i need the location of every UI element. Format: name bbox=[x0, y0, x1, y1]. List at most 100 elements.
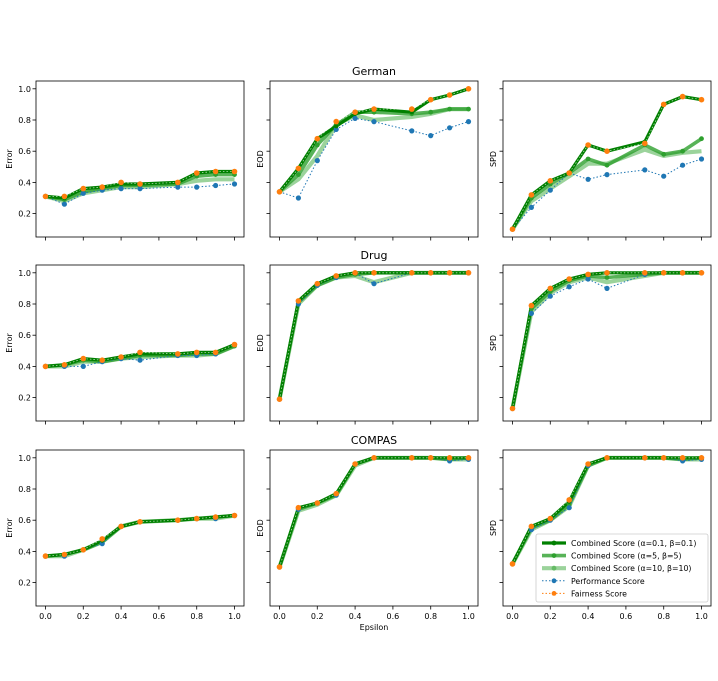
y-tick-label: 0.4 bbox=[18, 362, 31, 371]
data-point-fairness-drug-eod bbox=[371, 270, 377, 276]
data-point-fairness-compas-error bbox=[175, 517, 181, 523]
y-axis-label-compas-error: Error bbox=[5, 518, 14, 538]
data-point-performance-german-error bbox=[175, 184, 181, 190]
legend-marker-combined_1 bbox=[551, 540, 557, 546]
data-point-fairness-german-spd bbox=[585, 142, 591, 148]
data-point-performance-german-eod bbox=[314, 158, 320, 164]
data-point-combined_2-german-spd bbox=[661, 151, 667, 157]
data-point-performance-german-eod bbox=[428, 133, 434, 139]
data-point-fairness-compas-eod bbox=[314, 500, 321, 506]
data-point-performance-compas-error bbox=[99, 541, 105, 547]
legend-marker-combined_2 bbox=[551, 553, 557, 558]
data-point-performance-german-spd bbox=[642, 167, 648, 173]
data-point-performance-drug-error bbox=[137, 357, 143, 363]
y-tick-label: 1.0 bbox=[18, 85, 31, 94]
data-point-performance-german-eod bbox=[333, 126, 339, 132]
y-tick-label: 1.0 bbox=[18, 454, 31, 463]
data-point-fairness-compas-error bbox=[99, 536, 105, 542]
legend-marker-combined_3 bbox=[551, 565, 557, 571]
data-point-fairness-drug-spd bbox=[566, 276, 572, 282]
x-tick-label: 0.4 bbox=[115, 612, 128, 621]
legend-label-fairness: Fairness Score bbox=[571, 589, 627, 598]
data-point-fairness-compas-spd bbox=[698, 455, 705, 461]
axes-frame-german-eod bbox=[269, 80, 479, 238]
y-axis-label-german-spd: SPD bbox=[489, 151, 498, 167]
data-point-fairness-drug-spd bbox=[642, 270, 648, 276]
y-tick-label: 0.2 bbox=[18, 394, 31, 403]
y-tick-label: 0.2 bbox=[18, 210, 31, 219]
data-point-fairness-drug-spd bbox=[528, 302, 535, 309]
x-tick-label: 0.8 bbox=[190, 612, 203, 621]
x-tick-label: 0.2 bbox=[311, 612, 324, 621]
data-point-fairness-drug-spd bbox=[604, 270, 610, 276]
x-axis-label: Epsilon bbox=[360, 623, 389, 632]
data-point-fairness-german-error bbox=[231, 168, 238, 175]
series-line-fairness-german-eod bbox=[279, 88, 469, 193]
data-point-performance-drug-spd bbox=[604, 285, 610, 291]
data-point-fairness-german-error bbox=[175, 179, 181, 186]
data-point-fairness-german-eod bbox=[314, 135, 321, 142]
y-tick-label: 0.4 bbox=[18, 547, 31, 556]
data-point-fairness-drug-error bbox=[118, 354, 124, 360]
data-point-fairness-drug-eod bbox=[295, 298, 302, 304]
data-point-fairness-compas-error bbox=[193, 515, 200, 522]
data-point-fairness-german-eod bbox=[446, 92, 453, 98]
x-tick-label: 0.8 bbox=[657, 612, 670, 621]
data-point-fairness-compas-spd bbox=[547, 515, 554, 522]
series-line-performance-german-spd bbox=[512, 158, 702, 230]
data-point-performance-german-error bbox=[194, 184, 200, 190]
data-point-fairness-german-spd bbox=[660, 101, 667, 108]
series-line-fairness-drug-eod bbox=[279, 272, 469, 400]
data-point-performance-german-error bbox=[137, 186, 143, 192]
data-point-fairness-drug-spd bbox=[547, 285, 554, 292]
data-point-fairness-compas-eod bbox=[427, 455, 434, 461]
data-point-fairness-german-error bbox=[42, 193, 49, 200]
axes-frame-german-spd bbox=[502, 80, 712, 238]
data-point-fairness-compas-eod bbox=[333, 490, 340, 497]
data-point-fairness-compas-error bbox=[80, 547, 87, 553]
legend-label-combined_1: Combined Score (α=0.1, β=0.1) bbox=[571, 539, 696, 548]
data-point-fairness-german-spd bbox=[642, 140, 648, 147]
y-axis-label-german-error: Error bbox=[5, 149, 14, 169]
series-line-fairness-german-spd bbox=[512, 96, 702, 230]
y-axis-label-compas-spd: SPD bbox=[489, 520, 498, 536]
data-point-fairness-drug-error bbox=[193, 349, 200, 356]
data-point-fairness-compas-eod bbox=[276, 564, 283, 570]
x-tick-label: 1.0 bbox=[462, 612, 475, 621]
data-point-combined_2-german-eod bbox=[447, 106, 452, 112]
data-point-fairness-german-eod bbox=[276, 189, 283, 195]
data-point-fairness-drug-eod bbox=[333, 273, 340, 279]
data-point-performance-german-eod bbox=[409, 128, 415, 134]
data-point-fairness-compas-spd bbox=[566, 497, 572, 503]
data-point-fairness-drug-error bbox=[80, 355, 87, 362]
data-point-fairness-drug-spd bbox=[509, 405, 516, 412]
data-point-fairness-compas-eod bbox=[371, 455, 377, 461]
data-point-fairness-compas-spd bbox=[509, 561, 516, 567]
data-point-fairness-compas-error bbox=[212, 514, 219, 520]
series-line-fairness-german-error bbox=[45, 171, 235, 197]
y-tick-label: 1.0 bbox=[18, 269, 31, 278]
y-tick-label: 0.2 bbox=[18, 579, 31, 588]
data-point-fairness-compas-eod bbox=[295, 504, 302, 511]
data-point-performance-german-spd bbox=[661, 173, 667, 179]
y-axis-label-drug-error: Error bbox=[5, 333, 14, 353]
axes-frame-compas-eod bbox=[269, 449, 479, 607]
x-tick-label: 0.6 bbox=[387, 612, 400, 621]
dataset-title-german: German bbox=[352, 65, 396, 78]
y-tick-label: 0.4 bbox=[18, 178, 31, 187]
data-point-fairness-drug-eod bbox=[446, 270, 453, 276]
axes-frame-drug-spd bbox=[502, 264, 712, 422]
data-point-fairness-compas-spd bbox=[679, 455, 686, 461]
data-point-combined_2-german-spd bbox=[604, 162, 610, 168]
data-point-combined_2-german-eod bbox=[466, 106, 471, 112]
data-point-fairness-drug-error bbox=[61, 362, 68, 368]
data-point-fairness-compas-spd bbox=[604, 455, 610, 461]
data-point-combined_2-german-spd bbox=[699, 136, 704, 142]
data-point-performance-drug-spd bbox=[547, 293, 553, 299]
dataset-title-drug: Drug bbox=[361, 249, 388, 262]
data-point-combined_2-german-eod bbox=[314, 142, 320, 148]
series-line-combined_2-german-spd bbox=[510, 137, 703, 231]
data-point-fairness-drug-spd bbox=[698, 270, 705, 276]
data-point-fairness-german-eod bbox=[295, 165, 302, 172]
